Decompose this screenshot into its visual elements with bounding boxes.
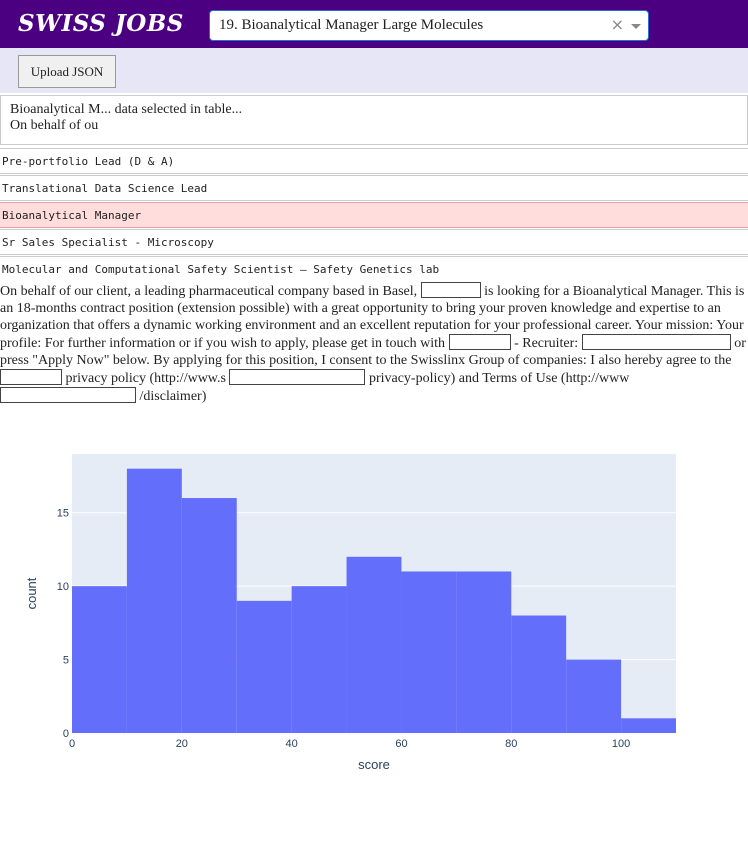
x-axis-label: score [358,757,390,772]
selection-info-line-1: Bioanalytical M... data selected in tabl… [10,102,243,117]
y-tick-label: 10 [57,581,69,593]
job-list-table: Pre-portfolio Lead (D & A) Translational… [0,148,748,283]
x-tick-label: 80 [505,738,517,750]
histogram-bar [126,468,182,733]
x-tick-label: 0 [69,738,75,750]
x-tick-label: 100 [612,738,630,750]
redacted-field [448,334,511,350]
score-histogram: 0 5 10 15 0 20 40 60 80 100 score count [0,440,748,780]
histogram-bar [566,659,622,733]
selection-info-line-2: On behalf of ou [10,118,99,133]
histogram-bar [181,498,237,733]
job-description: On behalf of our client, a leading pharm… [0,282,746,405]
redacted-field [0,387,136,403]
description-text: privacy-policy) and Terms of Use (http:/… [368,371,630,386]
x-tick-label: 60 [395,738,407,750]
x-tick-label: 40 [286,738,298,750]
description-text: privacy policy (http://www.s [65,371,226,386]
x-tick-label: 20 [176,738,188,750]
histogram-bar [236,600,292,733]
y-tick-label: 0 [63,728,69,740]
brand-title: SWISS JOBS [18,10,184,37]
selection-info-box: Bioanalytical M... data selected in tabl… [0,95,748,145]
table-row[interactable]: Sr Sales Specialist - Microscopy [0,229,748,255]
table-row[interactable]: Translational Data Science Lead [0,175,748,201]
histogram-bar [456,571,512,733]
description-text: or press "Apply Now" below. By applying … [0,336,746,368]
y-axis-label: count [24,577,39,609]
upload-json-button[interactable]: Upload JSON [18,55,116,88]
description-text: is looking for a Bioanalytical Manager. … [0,284,745,351]
redacted-field [420,282,481,298]
histogram-bar [401,571,457,733]
histogram-bar [346,556,402,733]
y-tick-label: 5 [63,655,69,667]
redacted-field [229,369,366,385]
histogram-bar [511,615,567,733]
app-header: SWISS JOBS 19. Bioanalytical Manager Lar… [0,0,748,48]
description-text: /disclaimer) [139,389,207,404]
histogram-bar [291,586,347,733]
histogram-bar [621,718,676,733]
histogram-bar [72,586,127,733]
chevron-down-icon[interactable] [631,24,641,29]
job-select-value: 19. Bioanalytical Manager Large Molecule… [219,17,484,33]
table-row[interactable]: Molecular and Computational Safety Scien… [0,256,748,282]
table-row[interactable]: Pre-portfolio Lead (D & A) [0,148,748,174]
description-text: On behalf of our client, a leading pharm… [0,284,418,299]
description-text: - Recruiter: [514,336,579,351]
table-row-selected[interactable]: Bioanalytical Manager [0,202,748,228]
y-tick-label: 15 [57,508,69,520]
histogram-svg: 0 5 10 15 0 20 40 60 80 100 score count [24,454,676,772]
job-select-dropdown[interactable]: 19. Bioanalytical Manager Large Molecule… [209,10,649,41]
clear-icon[interactable]: × [610,15,624,34]
redacted-field [0,369,62,385]
redacted-field [581,334,731,350]
toolbar: Upload JSON [0,48,748,93]
